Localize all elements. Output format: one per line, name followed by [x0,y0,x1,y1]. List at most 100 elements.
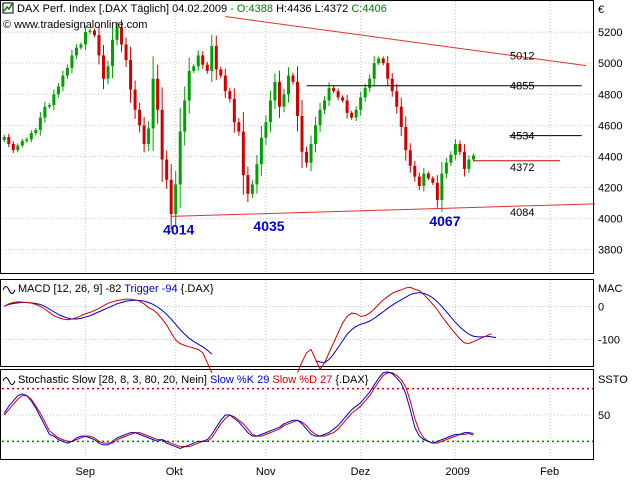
candle-body [61,75,65,87]
candle-body [444,162,448,174]
candle-body [138,109,142,126]
candle-body [318,109,322,126]
candle-body [462,151,466,169]
level-label: 4534 [510,131,534,143]
candle-body [309,143,313,163]
candle-body [305,151,309,163]
candle-body [354,109,358,118]
candle-body [111,39,115,67]
candle-body [426,173,430,179]
x-tick-label: Dez [351,466,371,478]
swing-low-label: 4014 [163,221,194,237]
candle-body [142,125,146,144]
candles-layer [2,19,475,230]
candle-body [323,100,327,110]
candle-body [183,100,187,132]
candle-body [169,179,173,214]
x-tick-label: Nov [256,466,276,478]
candle-body [52,94,56,106]
candle-body [232,98,236,123]
candle-body [273,81,277,101]
candle-body [435,182,439,200]
candle-body [74,47,78,56]
candle-body [314,125,318,144]
header-title: DAX Perf. Index [.DAX Täglich] 04.02.200… [17,3,227,15]
candle-body [363,88,367,98]
candle-body [449,154,453,163]
labels-layer: 4014 4035 4067 [163,213,461,237]
trendline [225,16,587,67]
trendline-label: 5012 [510,51,534,63]
svg-text:DAX Perf. Index [.DAX Täglich: DAX Perf. Index [.DAX Täglich] 04.02.200… [17,3,387,15]
macd-trigger-title: Trigger -94 [124,283,177,295]
candle-body [192,66,196,71]
macd-grid: 0 -100 [2,301,620,347]
stoch-k-title: Slow %K 29 [210,374,269,386]
candle-body [201,55,205,65]
stoch-header: Stochastic Slow [28, 8, 3, 80, 20, Nein]… [2,374,628,386]
candle-body [34,130,38,134]
candle-body [250,184,254,194]
candle-body [133,89,137,110]
x-tick-label: Sep [75,466,95,478]
candle-body [147,128,151,144]
candle-body [453,143,457,155]
price-tick-label: 4600 [598,120,622,132]
stoch-d-line [3,372,474,448]
candle-body [296,81,299,117]
price-tick-label: 4000 [598,214,622,226]
x-tick-label: Okt [166,466,183,478]
candle-body [223,75,227,92]
candle-body [7,137,11,144]
candle-body [377,58,381,64]
candle-body [241,131,245,176]
candle-body [286,75,290,95]
candle-body [174,184,178,214]
candle-body [43,106,47,118]
candle-body [160,109,164,160]
currency-label: € [598,4,604,16]
candle-body [327,88,331,101]
price-tick-label: 4800 [598,89,622,101]
candle-body [246,175,250,194]
website-label: © www.tradesignalonline.com [3,19,147,31]
x-tick-label: 2009 [445,466,469,478]
candle-body [422,173,426,186]
candle-body [11,143,15,151]
candle-body [38,117,42,131]
candle-body [368,78,372,89]
candle-body [399,106,403,127]
candle-body [124,44,128,61]
candle-body [156,78,160,110]
candle-body [196,55,200,67]
svg-text:Stochastic Slow [28, 8, 3, 80,: Stochastic Slow [28, 8, 3, 80, 20, Nein]… [18,374,369,386]
candle-body [408,150,412,166]
price-tick-label: 4400 [598,151,622,163]
candle-body [332,88,336,92]
stoch-k-line [3,371,474,449]
macd-title: MACD [12, 26, 9] -82 [18,283,121,295]
candle-body [151,78,155,129]
price-tick-label: 3800 [598,245,622,257]
candle-body [178,131,182,185]
macd-tick-label: -100 [598,335,620,347]
svg-text:MACD [12, 26, 9] -82 T: MACD [12, 26, 9] -82 Trigger -94 {.DAX} [18,283,214,295]
candle-body [106,66,110,79]
macd-trigger-line [4,299,213,355]
candle-body [336,91,340,98]
trendline [171,203,596,217]
header-close: C:4406 [351,3,386,15]
price-grid: 3800 4000 4200 4400 4600 4800 5000 5200 [2,1,622,459]
macd-axis-title: MAC [598,283,623,295]
stoch-tick-label: 50 [598,410,610,422]
candle-body [300,116,304,152]
macd-line [4,298,213,373]
candle-body [56,86,60,95]
candle-body [417,176,421,186]
swing-low-label: 4035 [253,218,284,234]
candle-body [2,137,6,141]
candle-body [440,173,444,200]
candle-body [65,67,69,76]
x-tick-label: Feb [540,466,559,478]
